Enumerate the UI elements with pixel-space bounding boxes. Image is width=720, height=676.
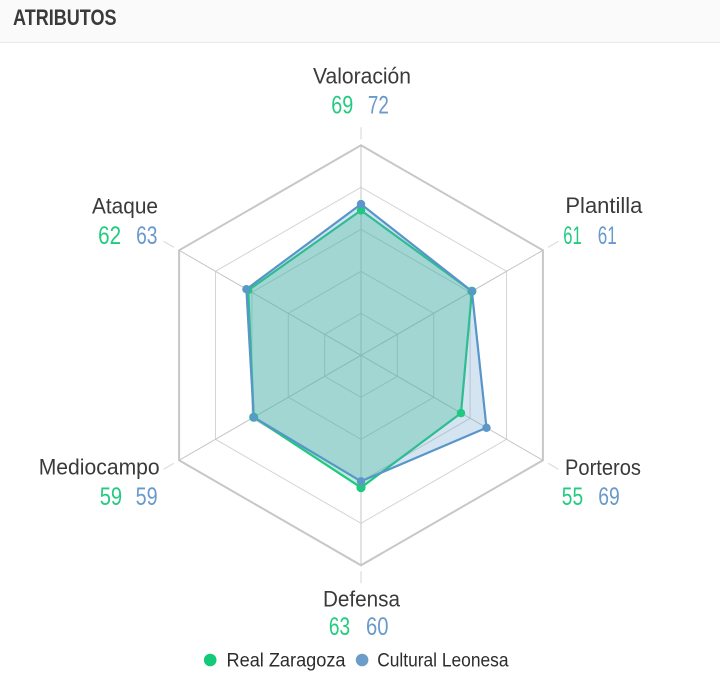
svg-text:63: 63 xyxy=(136,222,157,250)
svg-text:Valoración: Valoración xyxy=(313,63,411,88)
svg-text:55: 55 xyxy=(562,483,583,511)
svg-text:Mediocampo: Mediocampo xyxy=(39,455,160,480)
svg-text:Real Zaragoza: Real Zaragoza xyxy=(227,650,346,671)
svg-text:Ataque: Ataque xyxy=(92,193,158,218)
svg-text:61: 61 xyxy=(563,222,582,250)
svg-text:59: 59 xyxy=(100,483,122,511)
svg-text:61: 61 xyxy=(598,222,617,250)
svg-text:63: 63 xyxy=(329,613,350,641)
svg-text:Porteros: Porteros xyxy=(565,455,641,480)
svg-text:69: 69 xyxy=(331,92,353,120)
svg-text:69: 69 xyxy=(598,483,620,511)
svg-text:60: 60 xyxy=(366,613,389,641)
svg-text:Cultural Leonesa: Cultural Leonesa xyxy=(377,650,509,671)
svg-text:Plantilla: Plantilla xyxy=(565,193,643,218)
svg-text:62: 62 xyxy=(98,222,121,250)
svg-text:Defensa: Defensa xyxy=(323,587,401,612)
svg-text:59: 59 xyxy=(136,483,158,511)
svg-text:72: 72 xyxy=(368,92,389,120)
